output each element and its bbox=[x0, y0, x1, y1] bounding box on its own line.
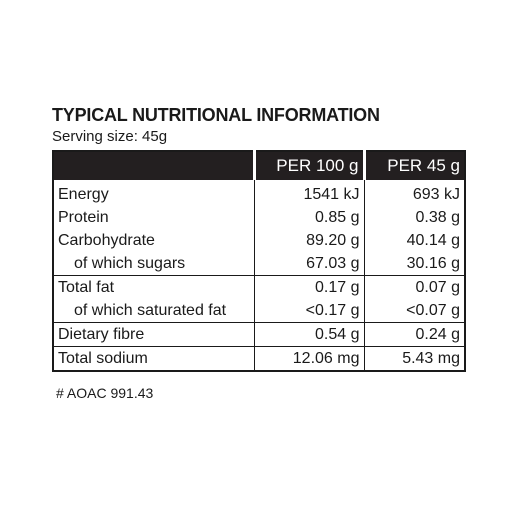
table-row: of which sugars 67.03 g 30.16 g bbox=[53, 252, 465, 276]
nutrition-table: PER 100 g PER 45 g Energy 1541 kJ 693 kJ Pr… bbox=[52, 150, 466, 372]
value-per-100g: 89.20 g bbox=[254, 229, 365, 252]
value-per-100g: <0.17 g bbox=[254, 299, 365, 323]
value-per-100g: 12.06 mg bbox=[254, 346, 365, 371]
value-per-100g: 67.03 g bbox=[254, 252, 365, 276]
value-per-45g: <0.07 g bbox=[406, 301, 460, 319]
serving-size: Serving size: 45g bbox=[52, 128, 168, 145]
nutrient-name: of which saturated fat bbox=[53, 299, 255, 323]
value-per-100g: 0.54 g bbox=[254, 322, 365, 347]
value-per-45g: 693 kJ bbox=[412, 185, 460, 203]
value-per-100g: 0.17 g bbox=[254, 275, 365, 299]
nutrient-name: of which sugars bbox=[53, 252, 255, 276]
value-per-100g: 0.85 g bbox=[254, 206, 365, 229]
nutrient-name: Protein bbox=[53, 206, 255, 229]
nutrient-name: Dietary fibre bbox=[53, 322, 255, 347]
nutrient-name: Energy bbox=[53, 180, 255, 206]
table-row: Dietary fibre 0.54 g 0.24 g bbox=[53, 322, 465, 347]
header-nutrient bbox=[53, 151, 256, 180]
header-per-100g: PER 100 g bbox=[254, 151, 366, 180]
panel-title: TYPICAL NUTRITIONAL INFORMATION bbox=[52, 105, 380, 125]
table-row: Total sodium 12.06 mg 5.43 mg bbox=[53, 346, 465, 371]
value-per-45g: 5.43 mg bbox=[364, 346, 465, 371]
value-per-45g: 0.38 g bbox=[415, 208, 460, 226]
value-per-100g: 1541 kJ bbox=[254, 180, 365, 206]
nutrient-name: Carbohydrate bbox=[53, 229, 255, 252]
value-per-45g: 0.07 g bbox=[364, 275, 465, 299]
nutrition-panel: TYPICAL NUTRITIONAL INFORMATION Serving … bbox=[52, 105, 466, 372]
value-per-45g: 30.16 g bbox=[406, 254, 460, 272]
table-row: of which saturated fat <0.17 g <0.07 g bbox=[53, 299, 465, 323]
table-row: Carbohydrate 89.20 g 40.14 g bbox=[53, 229, 465, 252]
nutrient-name: Total sodium bbox=[53, 346, 255, 371]
table-row: Protein 0.85 g 0.38 g bbox=[53, 206, 465, 229]
footnote: # AOAC 991.43 bbox=[56, 385, 154, 401]
value-per-45g: 40.14 g bbox=[406, 231, 460, 249]
nutrient-name: Total fat bbox=[53, 275, 255, 299]
value-per-45g: 0.24 g bbox=[364, 322, 465, 347]
header-per-45g: PER 45 g bbox=[387, 156, 460, 175]
table-row: Total fat 0.17 g 0.07 g bbox=[53, 275, 465, 299]
table-row: Energy 1541 kJ 693 kJ bbox=[53, 180, 465, 206]
table-header-row: PER 100 g PER 45 g bbox=[53, 151, 465, 180]
